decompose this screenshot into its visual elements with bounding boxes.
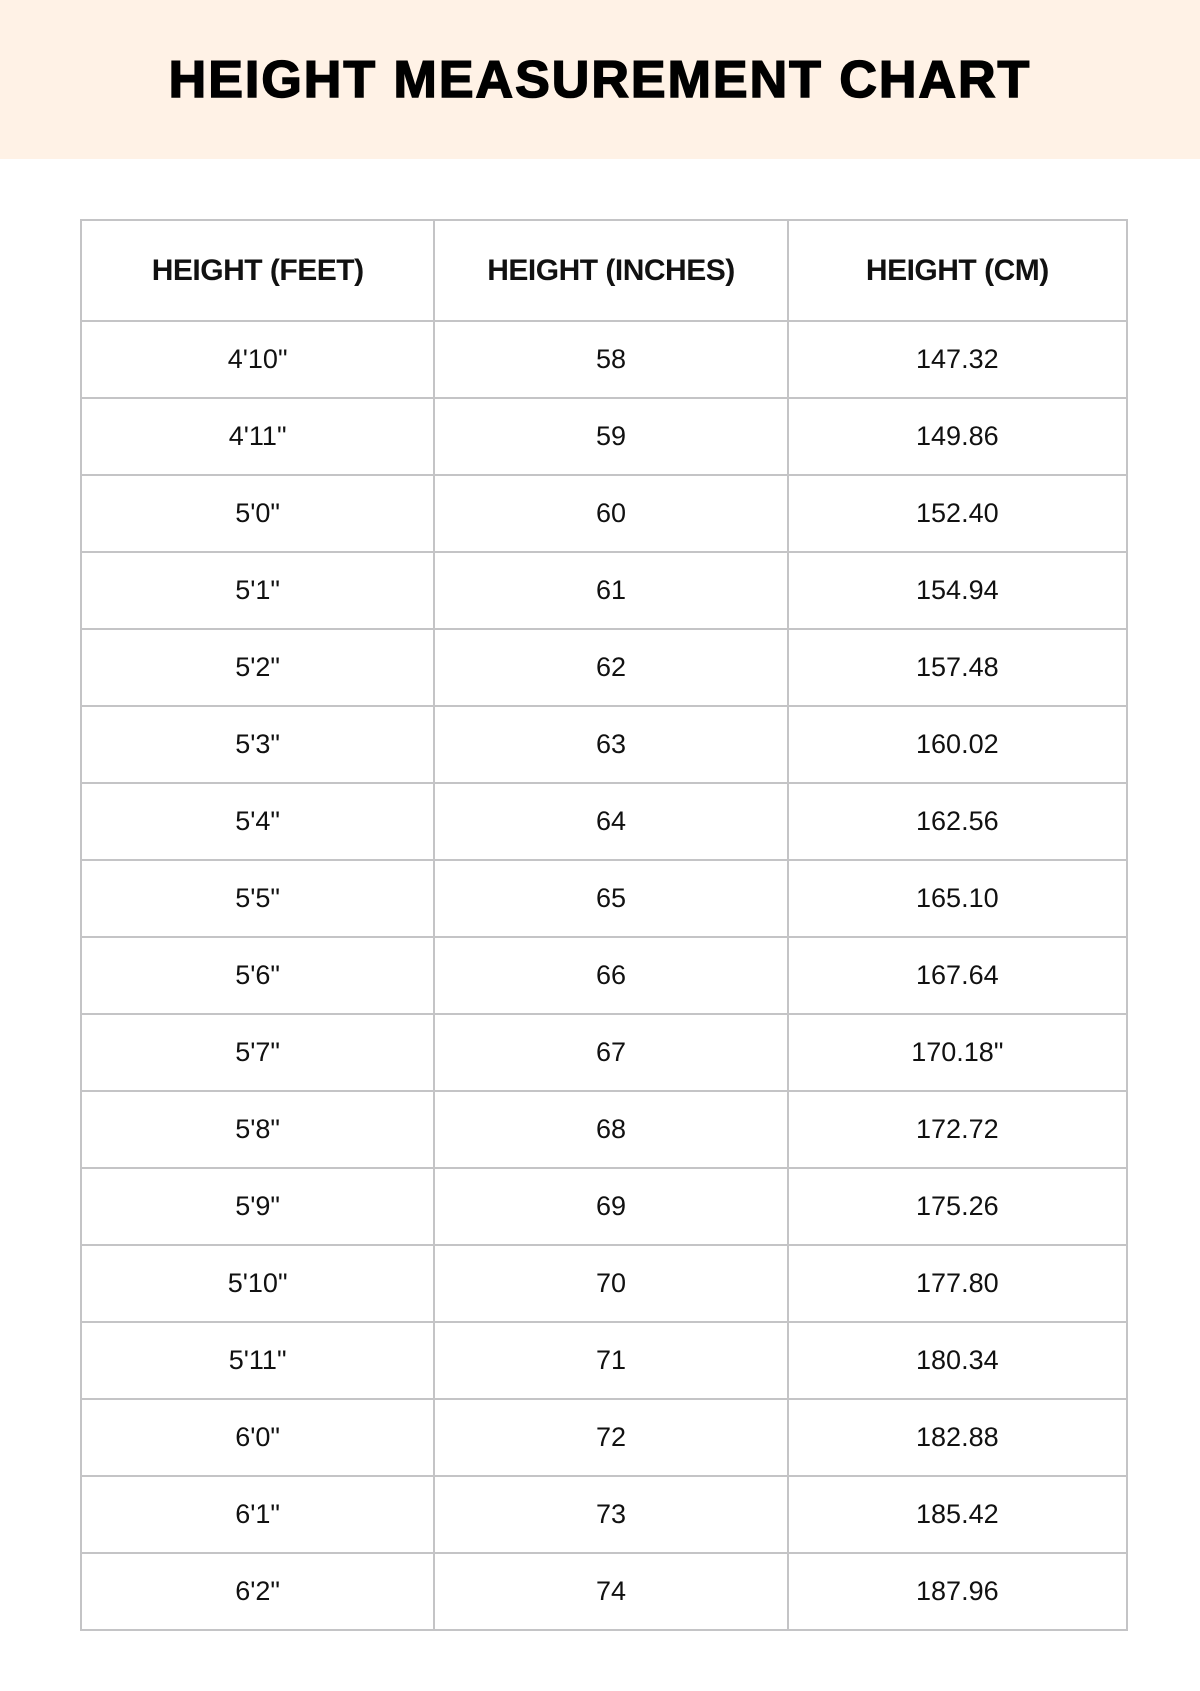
cell-cm: 154.94	[786, 551, 1129, 630]
header-feet: HEIGHT (FEET)	[79, 219, 436, 322]
cell-cm: 147.32	[786, 320, 1129, 399]
cell-feet: 5'2"	[79, 628, 436, 707]
cell-inches: 60	[433, 474, 789, 553]
table-row: 4'11" 59 149.86	[79, 397, 1129, 476]
cell-inches: 69	[433, 1167, 789, 1246]
table-row: 5'4" 64 162.56	[79, 782, 1129, 861]
cell-cm: 172.72	[786, 1090, 1129, 1169]
cell-feet: 5'9"	[79, 1167, 436, 1246]
cell-inches: 73	[433, 1475, 789, 1554]
cell-inches: 62	[433, 628, 789, 707]
cell-feet: 5'8"	[79, 1090, 436, 1169]
cell-inches: 63	[433, 705, 789, 784]
cell-inches: 71	[433, 1321, 789, 1400]
cell-feet: 5'10"	[79, 1244, 436, 1323]
table-row: 5'0" 60 152.40	[79, 474, 1129, 553]
title-banner: HEIGHT MEASUREMENT CHART	[0, 0, 1200, 159]
height-table: HEIGHT (FEET) HEIGHT (INCHES) HEIGHT (CM…	[79, 219, 1129, 1631]
cell-feet: 4'11"	[79, 397, 436, 476]
table-row: 5'8" 68 172.72	[79, 1090, 1129, 1169]
table-row: 4'10" 58 147.32	[79, 320, 1129, 399]
cell-inches: 64	[433, 782, 789, 861]
cell-cm: 177.80	[786, 1244, 1129, 1323]
cell-inches: 59	[433, 397, 789, 476]
cell-cm: 182.88	[786, 1398, 1129, 1477]
cell-cm: 157.48	[786, 628, 1129, 707]
cell-cm: 175.26	[786, 1167, 1129, 1246]
cell-inches: 70	[433, 1244, 789, 1323]
cell-feet: 6'2"	[79, 1552, 436, 1631]
cell-cm: 160.02	[786, 705, 1129, 784]
header-inches: HEIGHT (INCHES)	[433, 219, 789, 322]
cell-feet: 5'7"	[79, 1013, 436, 1092]
page-title: HEIGHT MEASUREMENT CHART	[168, 50, 1032, 110]
cell-cm: 152.40	[786, 474, 1129, 553]
header-cm: HEIGHT (CM)	[786, 219, 1129, 322]
cell-inches: 67	[433, 1013, 789, 1092]
cell-inches: 61	[433, 551, 789, 630]
header-row: HEIGHT (FEET) HEIGHT (INCHES) HEIGHT (CM…	[79, 219, 1129, 322]
cell-cm: 180.34	[786, 1321, 1129, 1400]
cell-cm: 185.42	[786, 1475, 1129, 1554]
table-row: 5'1" 61 154.94	[79, 551, 1129, 630]
table-row: 5'3" 63 160.02	[79, 705, 1129, 784]
table-row: 6'2" 74 187.96	[79, 1552, 1129, 1631]
table-row: 5'7" 67 170.18"	[79, 1013, 1129, 1092]
cell-feet: 6'0"	[79, 1398, 436, 1477]
cell-feet: 5'0"	[79, 474, 436, 553]
table-row: 6'1" 73 185.42	[79, 1475, 1129, 1554]
cell-cm: 167.64	[786, 936, 1129, 1015]
table-row: 5'2" 62 157.48	[79, 628, 1129, 707]
table-row: 5'10" 70 177.80	[79, 1244, 1129, 1323]
table-row: 6'0" 72 182.88	[79, 1398, 1129, 1477]
table-row: 5'11" 71 180.34	[79, 1321, 1129, 1400]
cell-feet: 5'1"	[79, 551, 436, 630]
table-row: 5'6" 66 167.64	[79, 936, 1129, 1015]
cell-cm: 149.86	[786, 397, 1129, 476]
cell-feet: 5'5"	[79, 859, 436, 938]
cell-inches: 68	[433, 1090, 789, 1169]
table-row: 5'5" 65 165.10	[79, 859, 1129, 938]
cell-feet: 5'3"	[79, 705, 436, 784]
cell-feet: 4'10"	[79, 320, 436, 399]
cell-cm: 187.96	[786, 1552, 1129, 1631]
cell-feet: 5'11"	[79, 1321, 436, 1400]
cell-inches: 74	[433, 1552, 789, 1631]
cell-inches: 58	[433, 320, 789, 399]
cell-inches: 72	[433, 1398, 789, 1477]
cell-inches: 65	[433, 859, 789, 938]
cell-cm: 162.56	[786, 782, 1129, 861]
cell-feet: 5'6"	[79, 936, 436, 1015]
cell-inches: 66	[433, 936, 789, 1015]
cell-feet: 5'4"	[79, 782, 436, 861]
table-row: 5'9" 69 175.26	[79, 1167, 1129, 1246]
cell-cm: 165.10	[786, 859, 1129, 938]
cell-feet: 6'1"	[79, 1475, 436, 1554]
cell-cm: 170.18"	[786, 1013, 1129, 1092]
